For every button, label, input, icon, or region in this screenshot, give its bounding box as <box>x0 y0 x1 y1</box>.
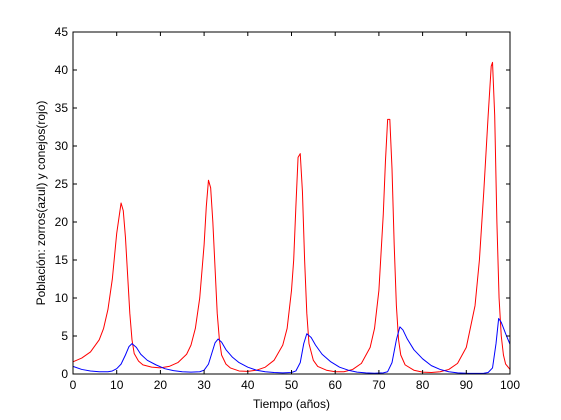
y-tick-label: 10 <box>55 291 69 305</box>
x-axis-title: Tiempo (años) <box>253 397 330 411</box>
y-tick-label: 20 <box>55 215 69 229</box>
y-tick-label: 0 <box>61 367 68 381</box>
plot-area <box>73 32 510 374</box>
x-tick-label: 10 <box>110 378 124 392</box>
x-tick-label: 40 <box>241 378 255 392</box>
x-tick-label: 80 <box>416 378 430 392</box>
x-tick-label: 50 <box>285 378 299 392</box>
y-tick-label: 5 <box>61 329 68 343</box>
x-tick-label: 90 <box>460 378 474 392</box>
series-layer <box>72 61 511 374</box>
x-tick-label: 100 <box>500 378 520 392</box>
x-tick-label: 60 <box>329 378 343 392</box>
x-tick-label: 70 <box>372 378 386 392</box>
x-tick-label: 30 <box>197 378 211 392</box>
x-tick-label: 0 <box>70 378 77 392</box>
y-tick-label: 30 <box>55 139 69 153</box>
series-line-0 <box>72 61 511 373</box>
y-tick-label: 45 <box>55 25 69 39</box>
x-tick-label: 20 <box>154 378 168 392</box>
series-line-1 <box>72 318 511 374</box>
y-tick-label: 35 <box>55 101 69 115</box>
y-tick-label: 25 <box>55 177 69 191</box>
y-tick-label: 40 <box>55 63 69 77</box>
ticks-layer: 0 10 20 30 40 50 60 70 80 90 100 0 5 10 15 20 25 30 35 40 45 <box>55 25 521 392</box>
y-tick-label: 15 <box>55 253 69 267</box>
y-axis-title: Población: zorros(azul) y conejos(rojo) <box>34 101 48 306</box>
